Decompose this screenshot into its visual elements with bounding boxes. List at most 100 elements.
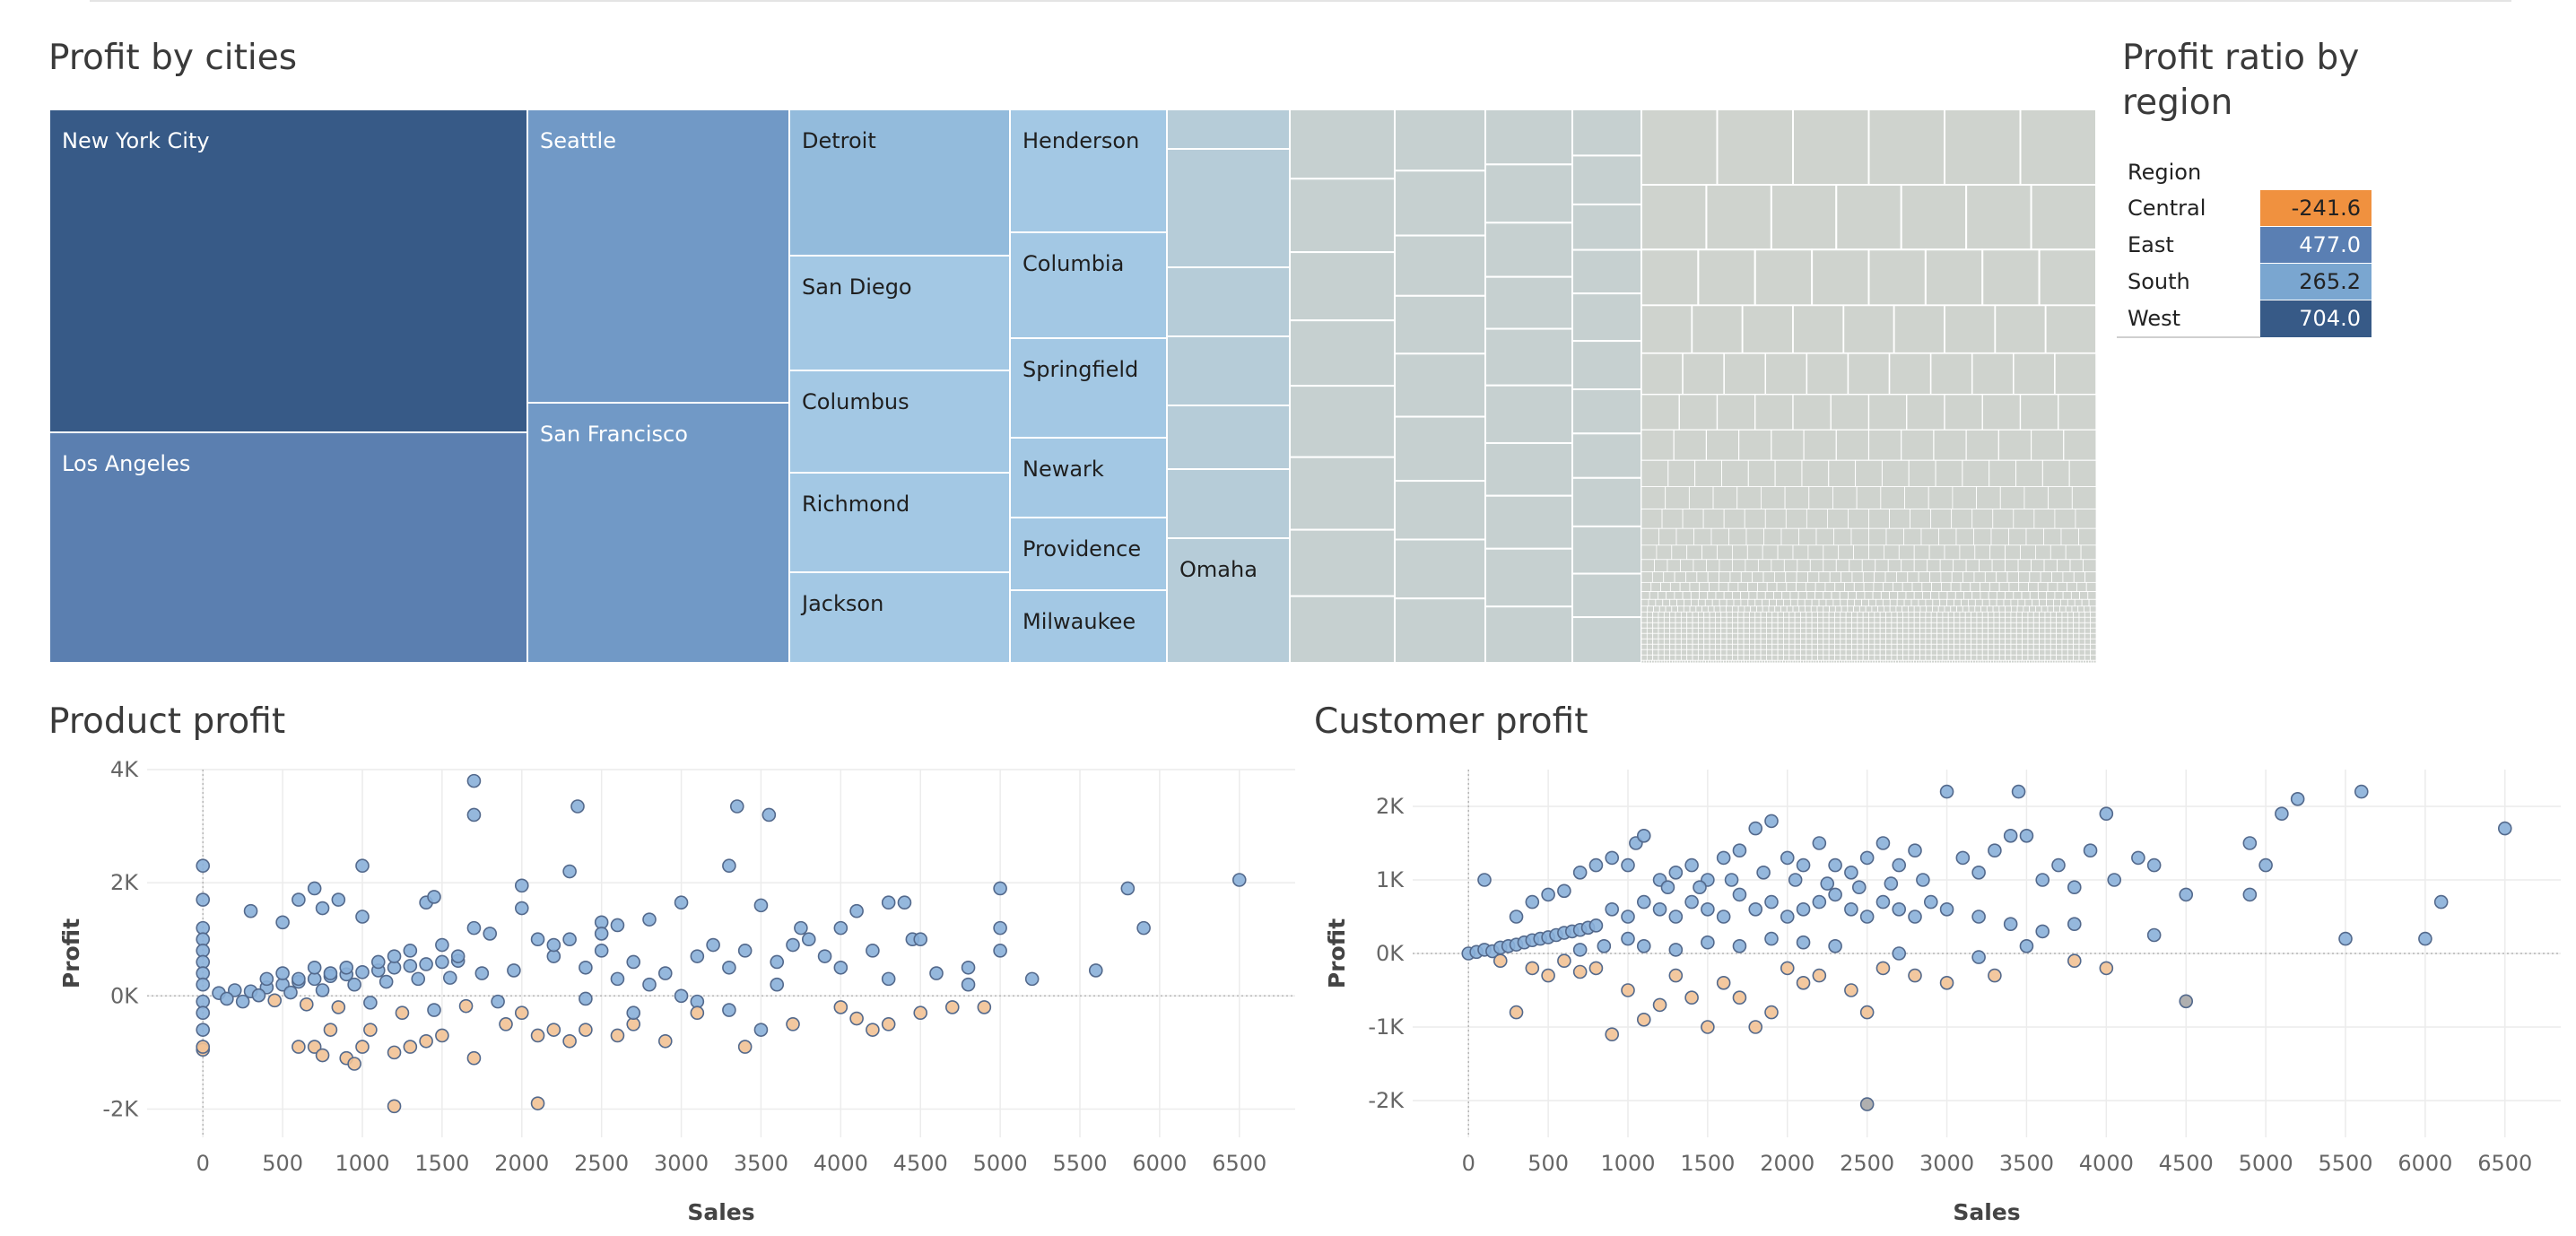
treemap-cell[interactable] (1919, 627, 1927, 634)
treemap-cell[interactable] (1981, 627, 1989, 634)
treemap-cell[interactable] (1884, 571, 1897, 583)
treemap-cell[interactable] (788, 472, 1011, 573)
treemap-cell[interactable] (1675, 632, 1682, 640)
treemap-cell[interactable] (1949, 659, 1953, 663)
treemap-cell[interactable] (1727, 659, 1732, 663)
treemap-cell[interactable] (1930, 638, 1937, 645)
treemap-cell[interactable] (2073, 654, 2080, 661)
treemap-cell[interactable] (2005, 591, 2015, 600)
treemap-cell[interactable] (1795, 659, 1799, 663)
treemap-cell[interactable] (1732, 605, 1739, 613)
scatter-point[interactable] (339, 960, 354, 975)
treemap-cell[interactable] (1649, 591, 1658, 600)
treemap-cell[interactable] (1394, 538, 1486, 600)
treemap-cell[interactable] (1571, 572, 1642, 619)
scatter-point[interactable] (737, 944, 753, 958)
scatter-point[interactable] (196, 1005, 211, 1021)
treemap-cell[interactable] (1965, 559, 1980, 572)
treemap-cell[interactable] (1689, 605, 1697, 613)
treemap-cell[interactable] (1754, 598, 1763, 607)
scatter-point[interactable] (1572, 943, 1588, 957)
treemap-cell[interactable] (1749, 616, 1756, 623)
scatter-point[interactable] (1684, 990, 1699, 1005)
treemap-cell[interactable] (1697, 622, 1705, 629)
treemap-cell[interactable] (1944, 544, 1961, 561)
scatter-point[interactable] (642, 912, 657, 927)
treemap-cell[interactable] (2077, 605, 2084, 613)
treemap-cell[interactable] (1811, 248, 1870, 307)
treemap-cell[interactable] (1801, 459, 1830, 487)
treemap-cell[interactable] (2056, 616, 2063, 623)
scatter-point[interactable] (292, 892, 306, 907)
treemap-cell[interactable] (1936, 632, 1944, 640)
scatter-point[interactable] (722, 960, 736, 975)
treemap-cell[interactable] (1709, 638, 1716, 645)
scatter-point[interactable] (1716, 850, 1731, 866)
treemap-cell[interactable] (2005, 632, 2012, 640)
treemap-cell[interactable] (1913, 611, 1920, 618)
scatter-point[interactable] (363, 1023, 378, 1037)
treemap-cell[interactable] (1709, 654, 1716, 661)
treemap-cell[interactable] (1971, 638, 1978, 645)
treemap-cell[interactable] (1964, 616, 1971, 623)
treemap-cell[interactable] (1794, 648, 1801, 656)
treemap-cell[interactable] (1939, 598, 1948, 607)
treemap-cell[interactable] (1797, 659, 1801, 663)
scatter-point[interactable] (1652, 997, 1667, 1013)
treemap-cell[interactable] (1766, 654, 1773, 661)
scatter-point[interactable] (435, 1028, 449, 1043)
treemap-cell[interactable] (1760, 622, 1767, 629)
treemap-cell[interactable] (1732, 643, 1739, 650)
treemap-cell[interactable] (1862, 571, 1875, 583)
treemap-cell[interactable] (1750, 605, 1757, 613)
treemap-cell[interactable] (1777, 611, 1784, 618)
treemap-cell[interactable] (1709, 616, 1716, 623)
scatter-point[interactable] (761, 807, 777, 823)
scatter-point[interactable] (1844, 866, 1858, 880)
treemap-cell[interactable] (1908, 638, 1915, 645)
treemap-cell[interactable] (2051, 571, 2064, 583)
treemap-cell[interactable] (1861, 598, 1869, 607)
treemap-cell[interactable] (1706, 559, 1720, 572)
treemap-cell[interactable] (1732, 622, 1739, 629)
scatter-point[interactable] (1780, 850, 1795, 866)
treemap-cell[interactable] (788, 255, 1011, 371)
treemap-cell[interactable] (1777, 627, 1784, 634)
treemap-cell[interactable] (1891, 638, 1898, 645)
treemap-cell[interactable] (1963, 591, 1973, 600)
treemap-cell[interactable] (2015, 632, 2023, 640)
scatter-point[interactable] (570, 799, 585, 814)
treemap-cell[interactable] (1732, 654, 1739, 661)
scatter-point[interactable] (267, 993, 283, 1008)
treemap-cell[interactable] (2090, 616, 2096, 623)
treemap-cell[interactable] (1783, 638, 1790, 645)
treemap-cell[interactable] (1993, 659, 1997, 663)
scatter-point[interactable] (1541, 968, 1555, 983)
scatter-point[interactable] (579, 1023, 593, 1037)
treemap-cell[interactable] (2047, 605, 2055, 613)
treemap-cell[interactable] (2084, 611, 2092, 618)
treemap-cell[interactable] (1794, 632, 1801, 640)
treemap-cell[interactable] (2015, 459, 2043, 487)
treemap-cell[interactable] (2044, 611, 2051, 618)
treemap-cell[interactable] (2034, 605, 2042, 613)
treemap-cell[interactable] (1669, 632, 1676, 640)
treemap-cell[interactable] (1868, 648, 1875, 656)
treemap-cell[interactable] (1879, 632, 1886, 640)
treemap-cell[interactable] (1959, 622, 1966, 629)
treemap-cell[interactable] (1954, 622, 1961, 629)
treemap-cell[interactable] (1788, 638, 1796, 645)
treemap-cell[interactable] (1885, 627, 1893, 634)
scatter-point[interactable] (2099, 961, 2114, 976)
treemap-cell[interactable] (1840, 654, 1847, 661)
treemap-cell[interactable] (1834, 654, 1841, 661)
treemap-cell[interactable] (1707, 571, 1719, 583)
treemap-cell[interactable] (1669, 627, 1676, 634)
treemap-cell[interactable] (1981, 622, 1989, 629)
treemap-cell[interactable] (1889, 605, 1897, 613)
scatter-point[interactable] (355, 858, 370, 874)
treemap-cell[interactable] (2067, 659, 2071, 663)
treemap-cell[interactable] (1896, 611, 1903, 618)
scatter-point[interactable] (1024, 971, 1040, 987)
treemap-cell[interactable] (1646, 627, 1654, 634)
